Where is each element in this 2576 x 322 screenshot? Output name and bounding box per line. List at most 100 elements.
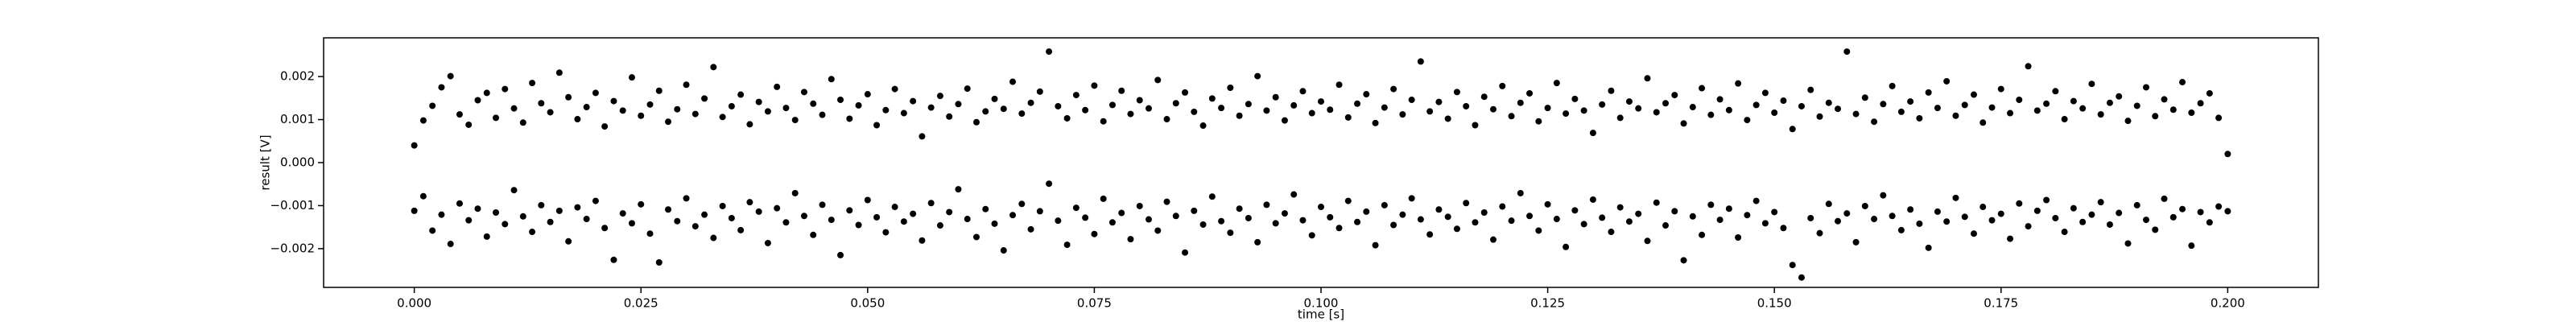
point xyxy=(1880,192,1887,199)
point xyxy=(737,91,745,98)
point xyxy=(1952,194,1959,201)
point xyxy=(855,221,862,229)
point xyxy=(982,108,989,115)
point xyxy=(810,231,817,238)
point xyxy=(2161,195,2168,202)
point xyxy=(583,104,590,111)
point xyxy=(1925,244,1932,251)
point xyxy=(1218,217,1225,225)
point xyxy=(891,85,898,93)
point xyxy=(1798,102,1805,109)
point xyxy=(655,87,663,94)
point xyxy=(493,114,500,122)
point xyxy=(1363,208,1370,215)
point xyxy=(1082,106,1089,114)
point xyxy=(447,72,454,80)
point xyxy=(2016,96,2023,103)
point xyxy=(529,229,536,236)
point xyxy=(1372,119,1379,126)
point xyxy=(710,234,717,242)
point xyxy=(1852,110,1860,118)
point xyxy=(1426,108,1434,115)
point xyxy=(2088,211,2095,218)
point xyxy=(456,200,463,207)
point xyxy=(1508,217,1515,225)
point xyxy=(1227,85,1234,91)
point xyxy=(1735,80,1742,87)
point xyxy=(1889,82,1896,89)
point xyxy=(1707,201,1715,208)
point xyxy=(1399,111,1406,118)
point xyxy=(919,133,926,140)
point xyxy=(1163,198,1170,205)
point xyxy=(2206,89,2213,97)
point xyxy=(1517,189,1524,196)
point xyxy=(1744,212,1751,219)
point xyxy=(972,233,980,241)
point xyxy=(547,218,554,225)
point xyxy=(2142,84,2149,91)
point xyxy=(1245,101,1252,108)
point xyxy=(1308,232,1315,239)
x-tick-label: 0.200 xyxy=(2211,296,2245,311)
point xyxy=(1843,48,1851,56)
point xyxy=(2061,229,2068,236)
point xyxy=(1426,231,1434,238)
point xyxy=(601,123,609,130)
point xyxy=(710,64,717,71)
point xyxy=(1563,110,1570,118)
point xyxy=(1599,101,1606,108)
point xyxy=(1281,210,1288,217)
point xyxy=(1816,113,1823,120)
point xyxy=(465,121,473,128)
point xyxy=(628,74,635,81)
point xyxy=(2079,218,2087,225)
point xyxy=(1979,204,1987,211)
point xyxy=(2088,80,2095,88)
point xyxy=(837,96,844,103)
point xyxy=(438,84,445,91)
point xyxy=(519,119,526,126)
point xyxy=(1318,98,1324,105)
point xyxy=(1290,191,1298,198)
point xyxy=(774,204,781,212)
point xyxy=(764,108,771,115)
point xyxy=(1335,81,1343,89)
point xyxy=(1000,105,1007,113)
point xyxy=(1997,210,2004,217)
point xyxy=(1408,96,1415,103)
y-tick-label: 0.001 xyxy=(280,112,315,126)
point xyxy=(1625,98,1633,105)
point xyxy=(1644,237,1651,245)
point xyxy=(1943,218,1951,225)
point xyxy=(1907,98,1914,105)
x-tick-label: 0.050 xyxy=(850,296,885,311)
point xyxy=(1463,102,1470,109)
point xyxy=(1490,236,1497,243)
point xyxy=(1199,221,1207,228)
point xyxy=(1725,205,1732,213)
point xyxy=(583,216,590,223)
point xyxy=(1589,196,1596,203)
point xyxy=(2124,240,2132,247)
point xyxy=(555,207,563,214)
point xyxy=(1218,105,1225,112)
plot-frame xyxy=(323,37,2319,288)
point xyxy=(1761,220,1769,227)
point xyxy=(1871,118,1878,126)
point xyxy=(555,69,563,76)
point xyxy=(411,142,418,149)
point xyxy=(610,97,617,105)
point xyxy=(619,107,626,114)
point xyxy=(1299,217,1307,224)
point xyxy=(2097,199,2104,206)
point xyxy=(2169,213,2177,221)
point xyxy=(728,214,735,221)
point xyxy=(1825,99,1832,106)
point xyxy=(1916,220,1923,227)
point xyxy=(2043,100,2050,107)
point xyxy=(1653,199,1660,206)
y-tick-label: −0.001 xyxy=(270,198,315,213)
point xyxy=(1272,93,1279,101)
point xyxy=(1835,217,1842,225)
